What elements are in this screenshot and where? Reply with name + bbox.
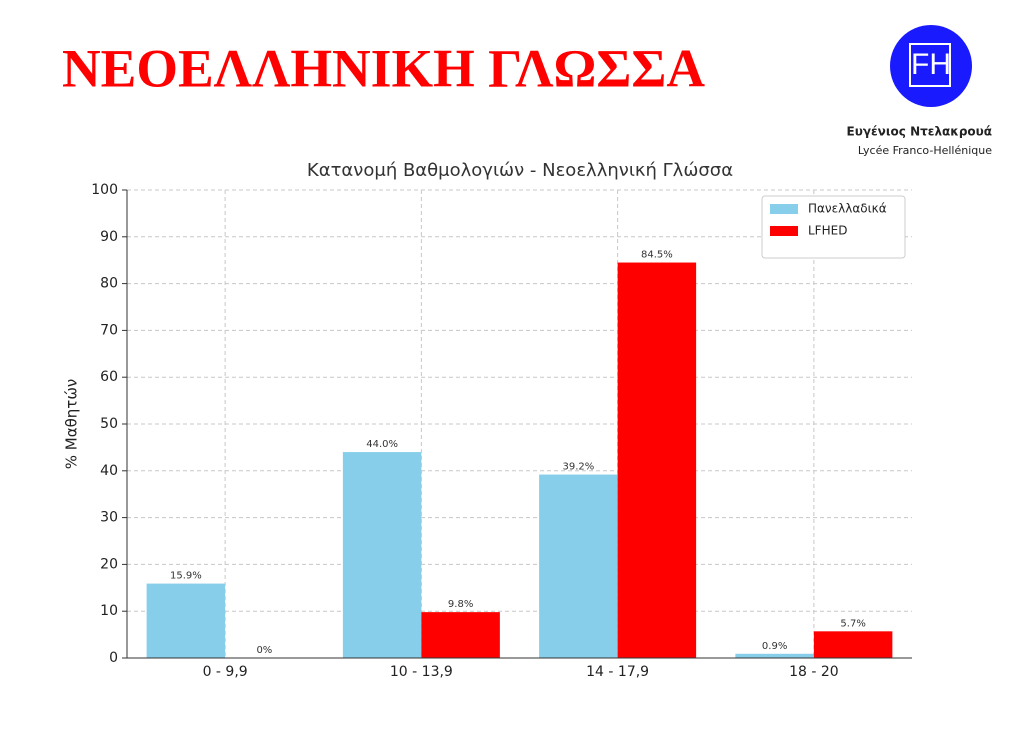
y-tick-label: 10 (100, 603, 118, 619)
logo-frame (909, 43, 951, 87)
y-tick-label: 20 (100, 556, 118, 572)
value-label: 39.2% (562, 462, 594, 473)
value-label: 15.9% (170, 571, 202, 582)
x-tick-label: 0 - 9,9 (203, 664, 248, 680)
bar (735, 653, 814, 658)
chart-title: Κατανομή Βαθμολογιών - Νεοελληνική Γλώσσ… (307, 160, 733, 181)
y-tick-label: 30 (100, 510, 118, 526)
bar (146, 583, 226, 658)
slide-title: ΝΕΟΕΛΛΗΝΙΚΗ ΓΛΩΣΣΑ (62, 38, 705, 98)
value-label: 5.7% (840, 618, 865, 629)
y-tick-label: 100 (91, 182, 118, 198)
value-label: 44.0% (366, 439, 398, 450)
bar (813, 631, 893, 658)
legend-label: LFHED (808, 224, 847, 238)
value-label: 9.8% (448, 599, 473, 610)
y-tick-label: 40 (100, 463, 118, 479)
legend-swatch (770, 226, 798, 236)
y-axis-label: % Μαθητών (63, 379, 81, 470)
bar (617, 262, 697, 658)
logo-text: FH (911, 48, 951, 81)
bar (421, 612, 500, 658)
school-name: Ευγένιος Ντελακρουά (847, 125, 992, 139)
y-tick-label: 80 (100, 276, 118, 292)
y-tick-label: 50 (100, 416, 118, 432)
x-tick-label: 10 - 13,9 (390, 664, 453, 680)
value-label: 0% (256, 645, 272, 656)
value-label: 84.5% (641, 250, 673, 261)
bar (539, 474, 618, 658)
school-subtitle: Lycée Franco-Hellénique (858, 144, 992, 157)
y-tick-label: 90 (100, 229, 118, 245)
x-tick-label: 18 - 20 (789, 664, 839, 680)
x-tick-label: 14 - 17,9 (586, 664, 649, 680)
bar (342, 452, 422, 658)
legend-swatch (770, 204, 798, 214)
y-tick-label: 60 (100, 369, 118, 385)
y-tick-label: 0 (109, 650, 118, 666)
legend-label: Πανελλαδικά (808, 202, 887, 216)
y-tick-label: 70 (100, 322, 118, 338)
value-label: 0.9% (762, 641, 787, 652)
